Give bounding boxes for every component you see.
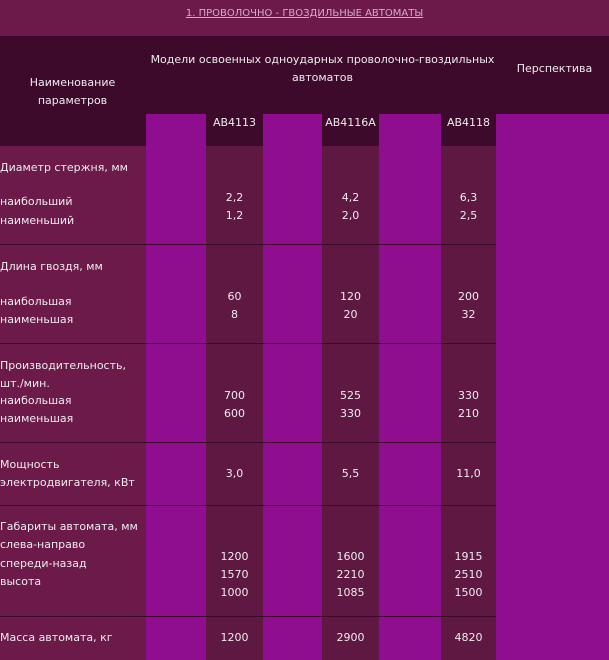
cell-value: 700 <box>224 389 245 402</box>
row-divider <box>0 244 496 245</box>
cell-value: 525 <box>340 389 361 402</box>
cell-value: 2900 <box>336 631 365 644</box>
row-name-dimensions: Габариты автомата, мм <box>0 520 138 533</box>
cell-value: 1200 <box>220 550 249 563</box>
cell-value: 4820 <box>454 631 483 644</box>
value-column-2 <box>322 146 379 660</box>
row-divider <box>0 616 496 617</box>
row-sub: высота <box>0 575 42 588</box>
param-column <box>0 146 146 660</box>
cell-value: 2,0 <box>341 209 360 222</box>
row-sub: наибольшая <box>0 295 72 308</box>
cell-value: 4,2 <box>341 191 360 204</box>
perspective-column <box>496 114 609 660</box>
cell-value: 2,5 <box>459 209 478 222</box>
cell-value: 200 <box>458 290 479 303</box>
cell-value: 1200 <box>220 631 249 644</box>
header-models-label: Модели освоенных одноударных проволочно-… <box>150 53 495 84</box>
row-name-motor-power: Мощность электродвигателя, кВт <box>0 458 135 489</box>
cell-value: 20 <box>343 308 358 321</box>
value-column-1 <box>206 146 263 660</box>
cell-value: 2,2 <box>225 191 244 204</box>
cell-value: 32 <box>461 308 476 321</box>
cell-value: 5,5 <box>341 467 360 480</box>
row-sub: спереди-назад <box>0 557 87 570</box>
cell-value: 210 <box>458 407 479 420</box>
row-name-nail-length: Длина гвоздя, мм <box>0 260 103 273</box>
spacer-column-2 <box>263 114 322 660</box>
cell-value: 1570 <box>220 568 249 581</box>
row-sub: наибольшая <box>0 394 72 407</box>
cell-value: 600 <box>224 407 245 420</box>
row-sub: наименьшая <box>0 313 74 326</box>
cell-value: 1085 <box>336 586 365 599</box>
cell-value: 330 <box>340 407 361 420</box>
cell-value: 11,0 <box>456 467 481 480</box>
row-name-mass: Масса автомата, кг <box>0 631 113 644</box>
cell-value: 2210 <box>336 568 365 581</box>
spacer-column-3 <box>379 114 441 660</box>
cell-value: 2510 <box>454 568 483 581</box>
cell-value: 1915 <box>454 550 483 563</box>
model-header-2: АВ4116А <box>325 116 376 129</box>
cell-value: 8 <box>231 308 238 321</box>
cell-value: 1600 <box>336 550 365 563</box>
cell-value: 60 <box>227 290 242 303</box>
cell-value: 330 <box>458 389 479 402</box>
row-name-diameter: Диаметр стержня, мм <box>0 161 128 174</box>
row-divider <box>0 505 496 506</box>
row-sub: наименьший <box>0 214 75 227</box>
header-perspective-label: Перспектива <box>516 62 593 75</box>
row-divider <box>0 343 496 344</box>
row-sub: наибольший <box>0 195 73 208</box>
model-header-3: АВ4118 <box>446 116 491 129</box>
header-param-label: Наименование параметров <box>29 76 116 107</box>
model-header-1: АВ4113 <box>212 116 257 129</box>
row-name-productivity: Производительность, шт./мин. <box>0 359 126 390</box>
row-sub: слева-направо <box>0 538 86 551</box>
row-sub: наименьшая <box>0 412 74 425</box>
page-title[interactable]: 1. ПРОВОЛОЧНО - ГВОЗДИЛЬНЫЕ АВТОМАТЫ <box>185 8 424 19</box>
cell-value: 120 <box>340 290 361 303</box>
cell-value: 1000 <box>220 586 249 599</box>
value-column-3 <box>441 146 496 660</box>
cell-value: 6,3 <box>459 191 478 204</box>
cell-value: 3,0 <box>225 467 244 480</box>
row-divider <box>0 442 496 443</box>
cell-value: 1500 <box>454 586 483 599</box>
cell-value: 1,2 <box>225 209 244 222</box>
spacer-column-1 <box>146 114 206 660</box>
top-band <box>0 0 609 36</box>
